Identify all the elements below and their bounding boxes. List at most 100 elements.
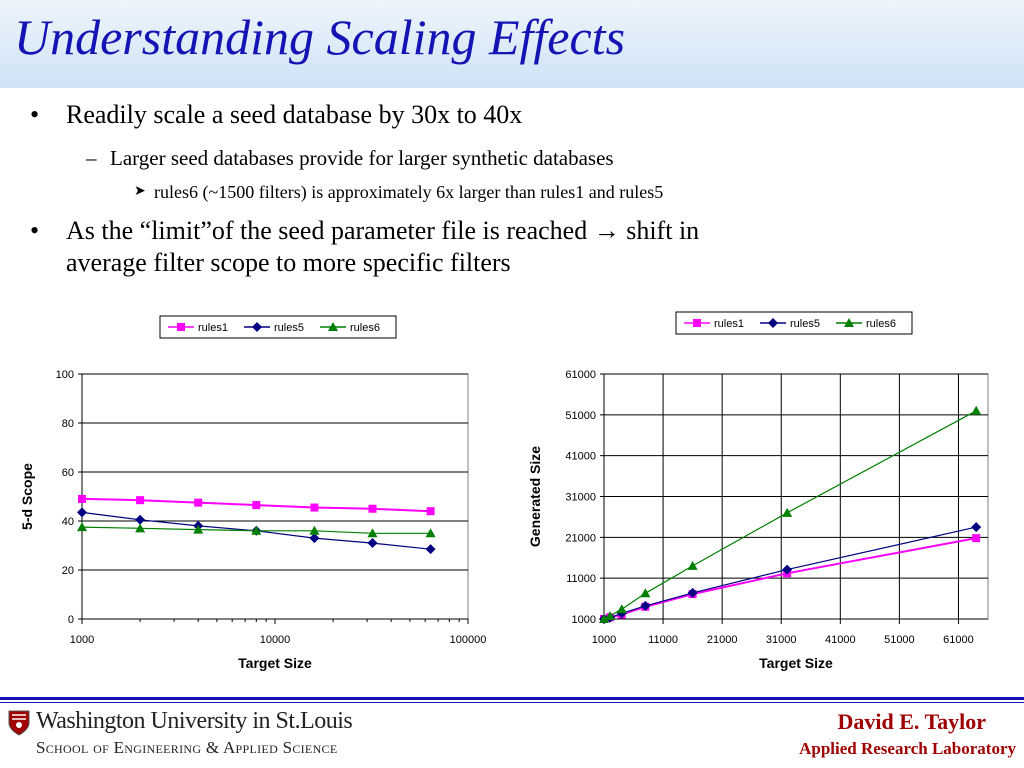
legend-rules5-label: rules5 (790, 318, 820, 330)
legend-rules1-marker (177, 323, 185, 331)
school-name: School of Engineering & Applied Science (36, 738, 338, 757)
university-logo: Washington University in St.Louis School… (8, 708, 353, 764)
series-rules1 (78, 494, 435, 516)
footer-divider (0, 697, 1024, 700)
right-arrow-icon: → (593, 216, 620, 245)
y-tick-label: 0 (68, 614, 74, 626)
rules6-point (135, 523, 146, 533)
x-tick-label: 51000 (884, 634, 915, 646)
bullet-4-line1: As the “limit”of the seed parameter file… (66, 216, 699, 246)
rules6-point (616, 604, 627, 614)
y-tick-label: 100 (56, 369, 74, 381)
rules6-point (251, 525, 262, 535)
series-rules6 (599, 405, 982, 623)
rules5-point (782, 564, 793, 575)
x-axis-label: Target Size (238, 655, 312, 671)
legend: rules1 rules5 rules6 (675, 311, 913, 335)
x-tick-label: 31000 (766, 634, 797, 646)
rules6-point (193, 524, 204, 534)
bullet-1-text: Readily scale a seed database by 30x to … (66, 100, 523, 129)
bullet-4-line2: average filter scope to more specific fi… (66, 248, 511, 277)
author-name: David E. Taylor (837, 709, 986, 734)
rules6-point (599, 614, 609, 623)
legend-box (675, 311, 913, 335)
legend: rules1 rules5 rules6 (159, 315, 397, 339)
bullet-dot-icon: • (30, 100, 40, 129)
footer-divider-thin (0, 702, 1024, 703)
scope-chart: 0 20 40 60 80 100 1000 10000 100000 Target Size 5-… (10, 310, 500, 690)
y-tick-label: 51000 (565, 410, 596, 422)
legend-rules1-label: rules1 (198, 322, 228, 334)
x-tick-label: 11000 (648, 634, 678, 646)
x-tick-label: 21000 (707, 634, 738, 646)
legend-rules6-label: rules6 (866, 318, 896, 330)
y-tick-label: 21000 (565, 532, 596, 544)
legend-rules5-marker (252, 322, 262, 332)
rules6-point (640, 588, 651, 598)
rules6-point (604, 611, 615, 621)
chart-1-svg: 0 20 40 60 80 100 1000 10000 100000 Target Size 5-… (19, 315, 487, 671)
y-tick-label: 11000 (566, 573, 596, 585)
shield-icon (8, 710, 30, 736)
rules5-point (135, 514, 146, 525)
rules1-point (78, 494, 86, 503)
rules1-point (252, 501, 261, 510)
bullet-dot-icon: • (30, 216, 40, 245)
rules1-point (368, 504, 377, 513)
rules1-point (136, 496, 145, 505)
y-tick-label: 80 (62, 418, 74, 430)
legend-rules6-marker (844, 318, 854, 327)
bullet-4-text-after: shift in (626, 216, 700, 245)
rules6-point (367, 528, 378, 538)
rules5-point (367, 538, 378, 549)
y-tick-label: 41000 (565, 451, 596, 463)
y-tick-label: 31000 (565, 492, 596, 504)
rules1-point (310, 503, 319, 512)
rules5-point (971, 522, 982, 533)
x-tick-label: 10000 (260, 634, 291, 646)
university-name: Washington University in St.Louis (36, 708, 353, 734)
y-tick-label: 20 (62, 565, 74, 577)
x-axis-label: Target Size (759, 655, 833, 671)
rules6-point (782, 507, 793, 517)
arrowhead-icon: ➤ (134, 184, 146, 199)
x-tick-label: 1000 (592, 634, 616, 646)
bullet-3-text: rules6 (~1500 filters) is approximately … (154, 182, 664, 202)
y-tick-label: 61000 (565, 369, 596, 381)
legend-rules6-label: rules6 (350, 322, 380, 334)
rules6-point (77, 522, 87, 532)
x-tick-label: 100000 (450, 634, 487, 646)
y-tick-label: 1000 (572, 614, 596, 626)
rules1-point (194, 498, 203, 507)
rules6-point (309, 525, 320, 535)
bullet-4-text: As the “limit”of the seed parameter file… (66, 216, 588, 245)
chart-2-svg: 1000 11000 21000 31000 41000 51000 61000 1000 11… (527, 311, 989, 671)
rules5-point (687, 587, 698, 598)
dash-icon: – (86, 146, 97, 170)
legend-rules5-marker (768, 318, 778, 328)
legend-rules1-label: rules1 (714, 318, 744, 330)
series-rules6 (77, 522, 436, 538)
lab-name: Applied Research Laboratory (799, 739, 1016, 758)
rules5-point (77, 507, 87, 518)
rules6-point (425, 528, 436, 538)
legend-box (159, 315, 397, 339)
bullet-2-text: Larger seed databases provide for larger… (110, 146, 614, 170)
rules1-point (426, 507, 435, 516)
plot-area (81, 373, 469, 620)
y-tick-label: 60 (62, 467, 74, 479)
x-tick-label: 41000 (825, 634, 856, 646)
rules6-point (687, 560, 698, 570)
y-tick-label: 40 (62, 516, 74, 528)
x-tick-label: 1000 (70, 634, 94, 646)
rules6-point (971, 405, 982, 415)
rules5-point (425, 544, 436, 555)
legend-rules6-marker (328, 322, 338, 331)
rules1-point (972, 534, 981, 543)
rules5-point (309, 533, 320, 544)
generated-size-chart: 1000 11000 21000 31000 41000 51000 61000 1000 11… (518, 310, 1022, 690)
x-tick-label: 61000 (943, 634, 974, 646)
legend-rules1-marker (693, 319, 701, 327)
y-axis-label: Generated Size (527, 446, 543, 547)
legend-rules5-label: rules5 (274, 322, 304, 334)
